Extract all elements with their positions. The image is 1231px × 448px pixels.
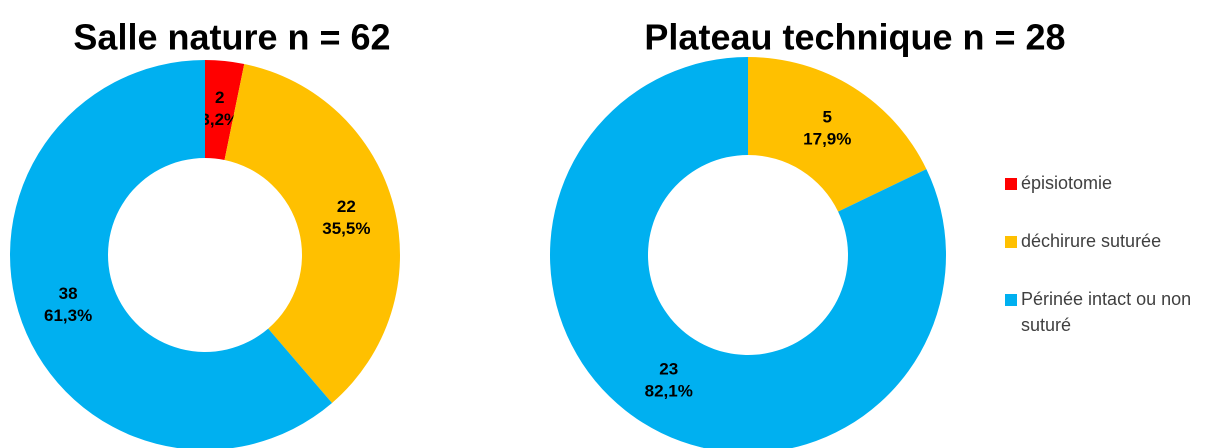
legend: épisiotomie déchirure suturée Périnée inta… xyxy=(1005,170,1225,370)
wedge xyxy=(748,57,927,212)
percent-label: 35,5% xyxy=(322,219,370,238)
percent-label: 61,3% xyxy=(44,306,92,325)
wedge xyxy=(550,57,946,448)
legend-item: épisiotomie xyxy=(1005,170,1201,196)
wedge xyxy=(205,60,245,160)
percent-label: 82,1% xyxy=(645,382,693,401)
value-label: 5 xyxy=(823,107,832,126)
value-label: 2 xyxy=(215,88,224,107)
chart-title: Salle nature n = 62 xyxy=(73,17,390,58)
wedge xyxy=(10,60,333,448)
percent-label: 17,9% xyxy=(803,129,851,148)
legend-item: déchirure suturée xyxy=(1005,228,1201,254)
legend-item: Périnée intact ou non suturé xyxy=(1005,286,1201,338)
legend-label: épisiotomie xyxy=(1021,173,1113,193)
legend-swatch xyxy=(1005,294,1017,306)
percent-label: 3,2% xyxy=(200,110,239,129)
legend-label: déchirure suturée xyxy=(1021,231,1162,251)
legend-swatch xyxy=(1005,236,1017,248)
legend-label: Périnée intact ou non suturé xyxy=(1021,289,1192,335)
chart-title: Plateau technique n = 28 xyxy=(644,17,1065,58)
wedge xyxy=(224,63,400,403)
legend-swatch xyxy=(1005,178,1017,190)
value-label: 38 xyxy=(59,284,78,303)
value-label: 22 xyxy=(337,197,356,216)
value-label: 23 xyxy=(659,360,678,379)
